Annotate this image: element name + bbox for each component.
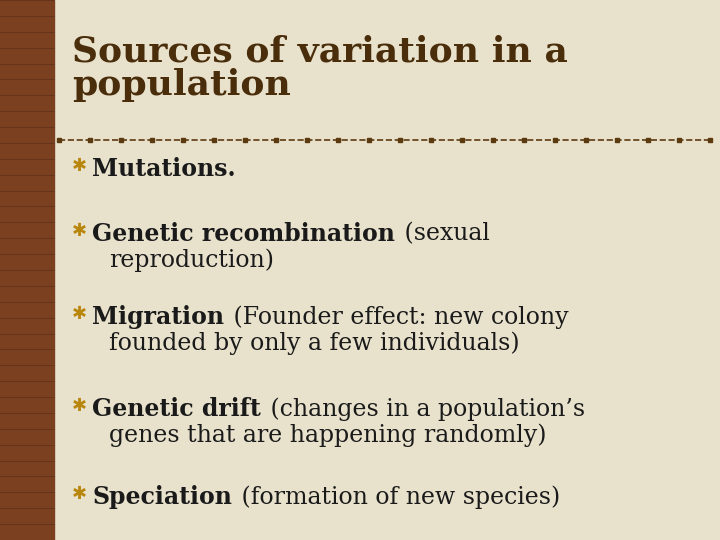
Text: Genetic drift: Genetic drift	[92, 397, 261, 421]
Text: Sources of variation in a: Sources of variation in a	[72, 35, 568, 69]
Text: Migration: Migration	[92, 305, 224, 329]
Text: (Founder effect: new colony: (Founder effect: new colony	[226, 305, 569, 328]
Text: reproduction): reproduction)	[109, 248, 274, 272]
Text: ✱: ✱	[72, 222, 87, 240]
Text: ✱: ✱	[72, 397, 87, 415]
Text: Genetic recombination: Genetic recombination	[92, 222, 395, 246]
Text: Speciation: Speciation	[92, 485, 232, 509]
Text: founded by only a few individuals): founded by only a few individuals)	[109, 332, 520, 355]
Text: ✱: ✱	[72, 485, 87, 503]
Text: (sexual: (sexual	[397, 222, 490, 245]
Text: (changes in a population’s: (changes in a population’s	[263, 397, 585, 421]
Text: population: population	[72, 68, 291, 102]
Text: Mutations.: Mutations.	[92, 157, 235, 181]
Bar	[0, 0, 54, 540]
Text: ✱: ✱	[72, 305, 87, 323]
Text: ✱: ✱	[72, 157, 87, 175]
Text: genes that are happening randomly): genes that are happening randomly)	[109, 423, 546, 447]
Text: (formation of new species): (formation of new species)	[234, 485, 560, 509]
